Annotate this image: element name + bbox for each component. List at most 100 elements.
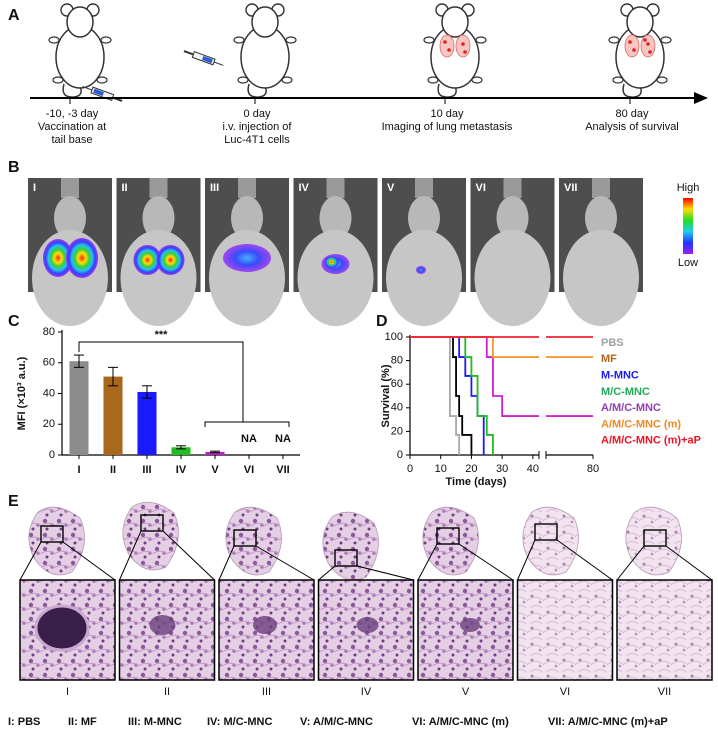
syringe-liquid — [93, 88, 104, 96]
lung-section — [522, 506, 579, 576]
mouse-paw — [612, 76, 624, 84]
event-day: -10, -3 day — [46, 108, 99, 120]
legend-label: PBS — [601, 337, 624, 349]
imaging-holder — [415, 178, 433, 198]
zoom-connector — [556, 539, 613, 581]
metastasis-dot — [643, 38, 647, 42]
mouse-paw — [52, 76, 64, 84]
lung — [439, 34, 455, 58]
bar — [103, 376, 123, 455]
image-label: IV — [299, 182, 310, 194]
zoom-connector — [616, 545, 645, 581]
zoom-connector — [162, 530, 215, 581]
mouse-drawing — [233, 3, 297, 98]
legend-entry: I: PBS — [8, 716, 40, 728]
event-description: Analysis of survival — [585, 121, 679, 133]
mouse-silhouette — [563, 230, 639, 326]
bioluminescence-signal — [133, 245, 162, 275]
lung-section — [28, 506, 85, 576]
group-label: III — [262, 686, 271, 698]
y-tick-label: 60 — [43, 357, 55, 369]
y-tick-label: 40 — [43, 387, 55, 399]
group-label: IV — [361, 686, 372, 698]
legend-entry: IV: M/C-MNC — [207, 716, 272, 728]
lung — [624, 34, 640, 58]
tumor-nodule — [149, 615, 176, 635]
mouse-paw — [608, 36, 620, 44]
panel-label: E — [8, 493, 19, 510]
mouse-paw — [660, 36, 672, 44]
mouse-head — [66, 6, 94, 38]
mouse-drawing — [48, 3, 112, 98]
group-label: I — [66, 686, 69, 698]
event-description: Vaccination at — [38, 121, 106, 133]
survival-line — [410, 336, 593, 417]
image-label: VII — [564, 182, 577, 194]
syringe-plunger — [183, 50, 194, 56]
x-tick-label: 80 — [587, 463, 599, 475]
x-tick-label: 40 — [527, 463, 539, 475]
legend-label: A/M/C-MNC (m)+aP — [601, 435, 701, 447]
imaging-holder — [238, 178, 256, 198]
imaging-holder — [326, 178, 345, 198]
colorbar-low: Low — [678, 257, 698, 269]
mouse-silhouette — [297, 230, 374, 326]
mouse-paw — [233, 36, 245, 44]
lung — [455, 34, 471, 58]
zoom-region — [643, 529, 667, 547]
zoom-connector — [19, 541, 42, 581]
error-bar — [210, 450, 220, 454]
survival-line — [410, 336, 473, 455]
legend-label: A/M/C-MNC — [601, 402, 661, 414]
mouse-paw — [100, 36, 112, 44]
y-axis-title: Survival (%) — [380, 364, 392, 427]
x-tick-label: 10 — [435, 463, 447, 475]
bioluminescence-signal — [223, 244, 271, 272]
mouse-silhouette — [408, 196, 440, 240]
group-label: VI — [560, 686, 570, 698]
tumor-nodule — [356, 617, 379, 633]
bar — [69, 361, 89, 455]
mouse-head — [626, 6, 654, 38]
bioluminescence-signal — [324, 256, 339, 268]
zoom-connector — [417, 543, 438, 581]
syringe — [183, 50, 224, 66]
event-day: 10 day — [430, 108, 464, 120]
metastasis-dot — [461, 42, 465, 46]
x-tick-label: IV — [176, 464, 187, 476]
zoom-region — [40, 525, 64, 543]
survival-line — [410, 336, 494, 455]
bar — [205, 451, 225, 455]
mouse-paw — [281, 76, 293, 84]
legend-entry: II: MF — [68, 716, 97, 728]
bioluminescence-signal — [66, 238, 98, 278]
arrow-head — [694, 92, 708, 104]
mouse-head — [251, 6, 279, 38]
tumor-nodule — [460, 618, 480, 632]
lung-section — [225, 506, 282, 576]
x-axis-title: Time (days) — [446, 476, 507, 488]
error-bar — [74, 354, 84, 368]
legend-label: MF — [601, 353, 617, 365]
event-day: 0 day — [244, 108, 271, 120]
zoom-connector — [665, 545, 713, 581]
error-bar — [142, 385, 152, 399]
panel-label: D — [376, 313, 388, 330]
legend-label: M-MNC — [601, 370, 639, 382]
event-description: Imaging of lung metastasis — [382, 121, 513, 133]
mouse-head — [441, 6, 469, 38]
lung-section — [625, 506, 682, 576]
mouse-silhouette — [386, 230, 462, 326]
x-tick-label: I — [77, 464, 80, 476]
zoom-region — [140, 514, 164, 532]
lung-section — [122, 501, 179, 571]
error-bar — [176, 445, 186, 450]
x-tick-label: II — [110, 464, 116, 476]
colorbar-high: High — [677, 182, 700, 194]
legend-entry: VII: A/M/C-MNC (m)+aP — [548, 716, 668, 728]
panel-label: A — [8, 7, 20, 24]
metastasis-dot — [463, 50, 467, 54]
survival-line — [410, 336, 485, 455]
mouse-paw — [475, 36, 487, 44]
